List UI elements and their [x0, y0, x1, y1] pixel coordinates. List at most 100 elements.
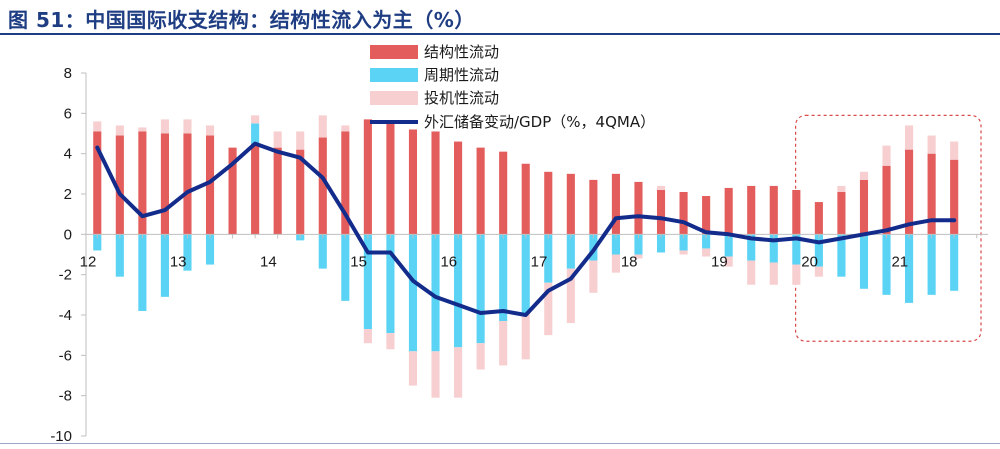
- legend-label: 外汇储备变动/GDP（%，4QMA）: [424, 113, 655, 131]
- structural-flow-bar: [341, 131, 350, 235]
- speculative-flow-bar: [476, 343, 485, 370]
- cyclical-flow-bar: [544, 234, 553, 283]
- structural-flow-bar: [634, 181, 643, 235]
- cyclical-flow-bar: [363, 234, 372, 330]
- cyclical-flow-bar: [499, 234, 508, 322]
- speculative-flow-bar: [837, 185, 846, 192]
- structural-flow-bar: [769, 185, 778, 235]
- cyclical-flow-bar: [476, 234, 485, 344]
- structural-flow-bar: [476, 147, 485, 235]
- speculative-flow-bar: [656, 185, 666, 190]
- cyclical-flow-bar: [386, 234, 395, 334]
- fx-reserve-line: [95, 141, 957, 317]
- x-tick-label: 14: [260, 253, 277, 270]
- speculative-flow-bar: [93, 121, 102, 132]
- structural-flow-bar: [656, 189, 666, 235]
- structural-flow-bar: [566, 173, 575, 235]
- x-tick-label: 17: [531, 253, 548, 270]
- y-tick-label: 8: [64, 65, 72, 82]
- speculative-flow-bar: [431, 351, 440, 398]
- structural-flow-bar: [905, 149, 914, 235]
- cyclical-flow-bar: [747, 234, 756, 261]
- structural-flow-bar: [251, 143, 260, 235]
- speculative-flow-bar: [341, 125, 350, 132]
- cyclical-flow-bar: [160, 234, 169, 297]
- speculative-flow-bar: [521, 312, 530, 360]
- speculative-flow-bar: [679, 250, 688, 255]
- structural-flow-bar: [363, 119, 372, 235]
- x-tick-label: 16: [440, 253, 457, 270]
- structural-flow-bar: [93, 131, 102, 235]
- x-tick-label: 12: [80, 253, 97, 270]
- structural-flow-bar: [724, 187, 733, 235]
- y-tick-label: 2: [64, 186, 72, 203]
- cyclical-flow-bar: [341, 234, 350, 301]
- speculative-flow-bar: [318, 115, 327, 138]
- y-tick-label: -4: [59, 307, 72, 324]
- cyclical-flow-bar: [408, 234, 418, 352]
- y-tick-label: 4: [64, 146, 72, 163]
- cyclical-flow-bar: [93, 234, 102, 251]
- x-tick-label: 21: [891, 253, 908, 270]
- y-tick-label: -10: [50, 428, 72, 445]
- structural-flow-bar: [859, 179, 869, 235]
- cyclical-flow-bar: [814, 234, 823, 267]
- structural-flow-bar: [837, 191, 846, 235]
- legend-label: 周期性流动: [424, 66, 499, 84]
- structural-flow-bar: [408, 129, 418, 235]
- speculative-flow-bar: [611, 254, 620, 273]
- cyclical-flow-bar: [183, 234, 192, 271]
- speculative-flow-bar: [927, 135, 936, 154]
- structural-flow-bar: [296, 149, 305, 235]
- cyclical-flow-bar: [679, 234, 688, 251]
- speculative-flow-bar: [115, 125, 124, 136]
- speculative-flow-bar: [408, 351, 418, 386]
- x-tick-label: 15: [350, 253, 367, 270]
- legend-label: 结构性流动: [424, 43, 499, 61]
- speculative-flow-bar: [251, 115, 260, 124]
- cyclical-flow-bar: [566, 234, 575, 269]
- cyclical-flow-bar: [318, 234, 327, 269]
- structural-flow-bar: [950, 159, 959, 235]
- speculative-flow-bar: [138, 127, 147, 132]
- cyclical-flow-bar: [905, 234, 914, 303]
- speculative-flow-bar: [747, 260, 756, 285]
- structural-flow-bar: [882, 165, 891, 235]
- structural-flow-bar: [205, 135, 215, 235]
- structural-flow-bar: [679, 191, 688, 235]
- speculative-flow-bar: [702, 248, 711, 257]
- structural-flow-bar: [589, 179, 598, 235]
- cyclical-flow-bar: [634, 234, 643, 255]
- structural-flow-bar: [273, 147, 282, 235]
- cyclical-flow-bar: [611, 234, 620, 255]
- structural-flow-bar: [814, 202, 823, 235]
- structural-flow-bar: [611, 173, 620, 235]
- cyclical-flow-bar: [769, 234, 778, 263]
- speculative-flow-bar: [724, 256, 733, 267]
- speculative-flow-bar: [589, 260, 598, 293]
- structural-flow-bar: [228, 147, 237, 235]
- cyclical-flow-bar: [138, 234, 147, 311]
- structural-flow-bar: [431, 131, 440, 235]
- y-tick-label: 6: [64, 105, 72, 122]
- structural-flow-bar: [544, 171, 553, 235]
- x-tick-label: 20: [801, 253, 818, 270]
- y-tick-label: 0: [64, 226, 72, 243]
- structural-flow-bar: [115, 135, 124, 235]
- speculative-flow-bar: [882, 145, 891, 166]
- speculative-flow-bar: [792, 264, 801, 285]
- structural-flow-bar: [318, 137, 327, 235]
- cyclical-flow-bar: [792, 234, 801, 265]
- legend-label: 投机性流动: [424, 89, 499, 107]
- speculative-flow-bar: [454, 347, 463, 398]
- legend-swatch: [370, 91, 418, 105]
- x-tick-label: 18: [621, 253, 638, 270]
- structural-flow-bar: [183, 133, 192, 235]
- speculative-flow-bar: [296, 131, 305, 150]
- cyclical-flow-bar: [837, 234, 846, 277]
- cyclical-flow-bar: [950, 234, 959, 291]
- structural-flow-bar: [702, 196, 711, 235]
- y-tick-label: -6: [59, 347, 72, 364]
- speculative-flow-bar: [814, 266, 823, 277]
